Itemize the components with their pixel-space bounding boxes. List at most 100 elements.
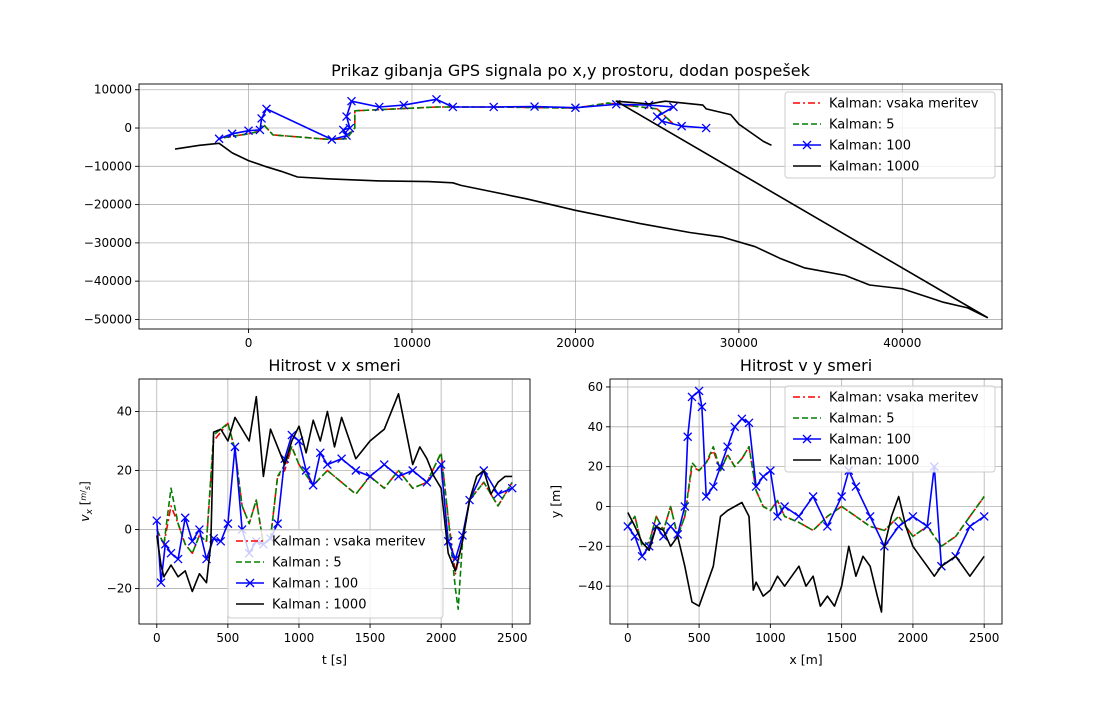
legend-label: Kalman: 100 — [829, 139, 911, 154]
legend-label: Kalman : 1000 — [272, 598, 366, 613]
x-tick-label: 500 — [216, 631, 239, 645]
series-point — [394, 471, 403, 481]
y-axis-label: vx [m/s] — [77, 481, 95, 522]
series-point — [751, 482, 761, 492]
series-point — [780, 502, 790, 511]
series-point — [794, 511, 804, 521]
legend-label: Kalman: 1000 — [829, 454, 919, 469]
series-point — [894, 521, 904, 531]
series-point — [637, 551, 647, 561]
x-tick-label: 1000 — [755, 631, 786, 645]
series-point — [737, 414, 747, 424]
series-point — [156, 578, 166, 588]
series-point — [255, 125, 265, 135]
legend-label: Kalman : vsaka meritev — [272, 535, 426, 550]
x-tick-label: 20000 — [556, 336, 594, 350]
series-point — [716, 462, 725, 472]
y-tick-label: 0 — [595, 499, 603, 513]
axes-frame — [138, 378, 531, 625]
x-tick-label: 1500 — [355, 631, 386, 645]
y-tick-label: −10000 — [84, 159, 132, 173]
x-tick-label: 0 — [624, 631, 632, 645]
series-point — [399, 100, 409, 110]
series-point — [708, 482, 718, 492]
legend: Kalman: vsaka meritev Kalman: 5 Kalman: 10… — [784, 385, 996, 473]
series-point — [965, 521, 975, 531]
series-point — [570, 103, 580, 113]
legend-box — [784, 91, 996, 179]
series-point — [979, 511, 989, 521]
series-point — [345, 123, 355, 133]
series-point — [851, 482, 861, 492]
series-line-1 — [627, 445, 985, 548]
series-point — [273, 519, 283, 529]
x-axis-label: x [m] — [789, 652, 822, 667]
series-point — [723, 442, 733, 452]
legend-label: Kalman: vsaka meritev — [829, 391, 979, 406]
series-line-3 — [156, 392, 513, 593]
series-line-3 — [174, 100, 989, 319]
legend-box — [227, 529, 444, 619]
y-axis-label: y [m] — [548, 485, 563, 518]
legend-label: Kalman: 5 — [829, 412, 895, 427]
series-point — [808, 492, 818, 501]
x-tick-label: 2000 — [426, 631, 457, 645]
series-point — [338, 125, 348, 135]
series-point — [337, 454, 347, 464]
series-point — [173, 554, 183, 564]
legend-label: Kalman: 100 — [829, 433, 911, 448]
series-point — [644, 100, 654, 110]
series-point — [287, 430, 297, 440]
series-point — [687, 392, 697, 402]
y-tick-label: 10000 — [94, 83, 132, 97]
series-point — [160, 539, 170, 549]
y-tick-label: 60 — [588, 380, 603, 394]
chart-title: Prikaz gibanja GPS signala po x,y prosto… — [331, 61, 810, 80]
y-tick-label: 20 — [588, 460, 603, 474]
series-point — [347, 96, 356, 106]
legend-marker — [245, 578, 255, 588]
series-point — [308, 480, 318, 490]
series-point — [865, 511, 875, 521]
chart-title: Hitrost v y smeri — [740, 356, 872, 375]
series-point — [489, 102, 499, 112]
series-point — [677, 121, 687, 131]
series-point — [493, 489, 503, 499]
series-point — [822, 521, 832, 531]
series-point — [166, 548, 176, 558]
series-point — [837, 492, 847, 501]
series-point — [530, 102, 540, 112]
y-tick-label: 20 — [117, 464, 132, 478]
panel-velocity-x: 0 500 1000 1500 2000 2500 40 20 0 −20 Hitrost v x … — [77, 356, 531, 667]
series-point — [342, 112, 352, 121]
y-tick-label: −40000 — [84, 274, 132, 288]
plot-area — [174, 94, 989, 319]
series-point — [683, 432, 693, 442]
series-point — [623, 521, 633, 531]
x-tick-label: 0 — [245, 336, 253, 350]
series-point — [680, 502, 690, 511]
series-point — [301, 466, 311, 475]
series-point — [223, 519, 233, 529]
x-tick-label: 2500 — [497, 631, 528, 645]
y-tick-label: −40 — [578, 579, 603, 593]
x-axis-label: t [s] — [322, 652, 347, 667]
series-point — [180, 513, 190, 523]
x-tick-label: 0 — [153, 631, 161, 645]
x-tick-label: 30000 — [720, 336, 758, 350]
y-tick-label: −20000 — [84, 198, 132, 212]
series-point — [379, 460, 389, 470]
series-point — [315, 448, 325, 458]
axes-frame — [609, 378, 1003, 625]
series-line-0 — [156, 422, 513, 575]
y-tick-label: −20 — [578, 539, 603, 553]
series-line-3 — [627, 495, 985, 613]
series-point — [374, 102, 384, 112]
series-point — [694, 386, 704, 396]
series-point — [187, 536, 197, 546]
series-point — [507, 483, 517, 493]
series-point — [758, 472, 768, 482]
series-point — [257, 113, 267, 123]
x-tick-label: 10000 — [393, 336, 431, 350]
